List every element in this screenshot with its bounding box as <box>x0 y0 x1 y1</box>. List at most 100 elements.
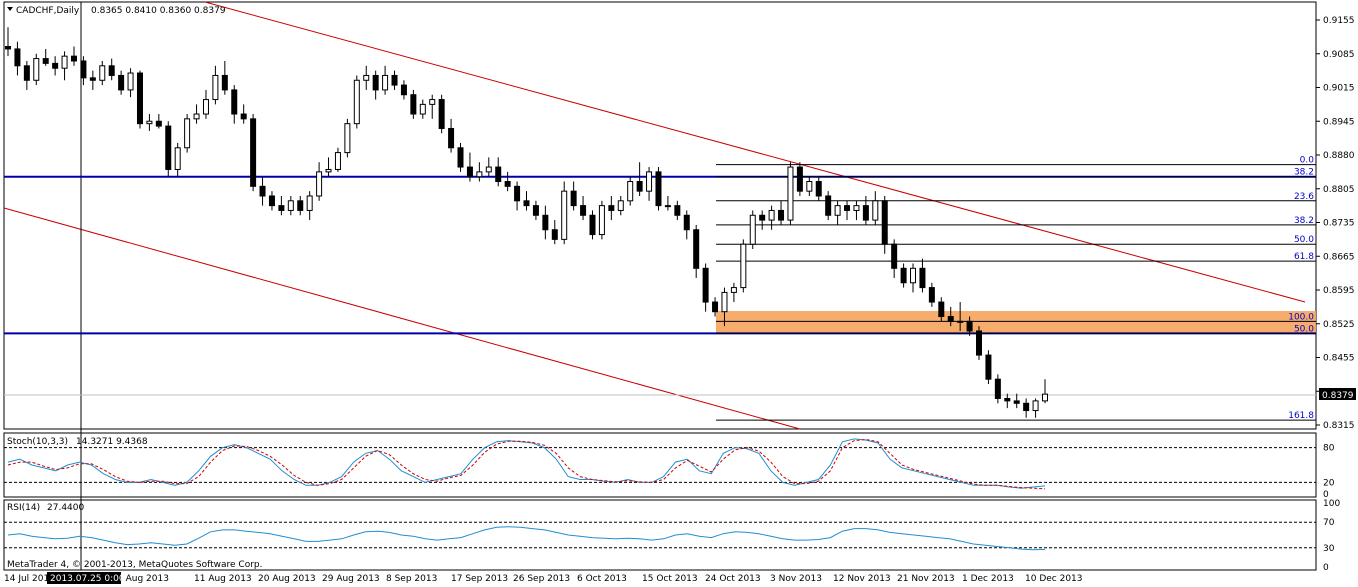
candle-body <box>881 200 888 245</box>
candle-body <box>1004 397 1011 402</box>
candle-body <box>184 118 191 149</box>
candle-body <box>787 166 794 221</box>
candle-body <box>768 209 775 221</box>
candle-body <box>1042 393 1048 402</box>
candle-body <box>730 287 737 293</box>
header-symbol: CADCHF,Daily <box>16 6 80 16</box>
candle-body <box>250 118 257 187</box>
candle-body <box>476 171 483 178</box>
candle-body <box>70 55 77 62</box>
candle-body <box>89 77 96 81</box>
candle-body <box>495 166 502 183</box>
candle-body <box>33 58 40 81</box>
candle-body <box>966 320 973 332</box>
candle-body <box>598 205 605 236</box>
candle-body <box>796 166 803 192</box>
candle-body <box>702 267 709 303</box>
candle-body <box>268 195 275 207</box>
main-panel-frame <box>3 1 1317 430</box>
candle-body <box>551 229 558 240</box>
fib-level-label: 0.0 <box>1300 156 1315 166</box>
date-tick-label: 12 Nov 2013 <box>833 574 891 584</box>
candle-body <box>957 320 964 323</box>
candle-body <box>334 152 341 170</box>
candle-body <box>693 229 700 269</box>
fib-level-label: 100.0 <box>1288 312 1314 322</box>
candle-body <box>391 74 398 86</box>
candle-body <box>23 65 30 81</box>
date-tick-label: 8 Sep 2013 <box>386 574 437 584</box>
channel-lower-line <box>3 207 801 430</box>
candle-body <box>297 200 304 211</box>
candle-body <box>259 185 266 197</box>
date-tick-label: 1 Dec 2013 <box>962 574 1014 584</box>
candle-body <box>674 205 681 216</box>
candle-body <box>316 171 323 197</box>
header-ohlc: 0.8365 0.8410 0.8360 0.8379 <box>91 6 226 16</box>
candle-body <box>108 65 115 76</box>
candle-body <box>655 171 662 207</box>
candle-body <box>928 287 935 303</box>
candle-body <box>862 205 869 221</box>
date-tick-label: 15 Oct 2013 <box>642 574 698 584</box>
price-tick-label: 0.8315 <box>1323 421 1355 431</box>
current-price-badge <box>1319 388 1356 400</box>
footer-copyright: MetaTrader 4, © 2001-2013, MetaQuotes So… <box>7 560 263 570</box>
candle-body <box>712 301 719 313</box>
indicator-tick-label: 70 <box>1323 518 1335 528</box>
supply-zone <box>716 311 1316 333</box>
date-tick-label: 26 Sep 2013 <box>513 574 570 584</box>
candle-body <box>231 89 238 115</box>
candle-body <box>80 60 87 79</box>
candle-body <box>221 74 228 91</box>
candle-body <box>759 214 766 221</box>
candle-body <box>136 72 143 125</box>
candle-body <box>400 84 407 96</box>
candle-body <box>466 166 473 178</box>
crosshair-date-label: 2013.07.25 0:00 <box>50 574 125 584</box>
candle-body <box>372 74 379 91</box>
date-tick-label: 29 Aug 2013 <box>322 574 380 584</box>
candle-body <box>325 168 332 173</box>
price-tick-label: 0.9085 <box>1323 50 1355 60</box>
candle-body <box>127 72 134 91</box>
candle-body <box>419 103 426 115</box>
stoch-title: Stoch(10,3,3) <box>7 437 68 447</box>
candle-body <box>146 120 153 125</box>
candle-body <box>844 205 851 211</box>
current-price-label: 0.8379 <box>1322 391 1354 401</box>
price-tick-label: 0.8880 <box>1323 151 1355 161</box>
price-tick-label: 0.9155 <box>1323 16 1355 26</box>
date-tick-label: 10 Dec 2013 <box>1025 574 1083 584</box>
candle-body <box>910 267 917 284</box>
candle-body <box>61 55 68 69</box>
candle-body <box>1013 400 1020 404</box>
candle-body <box>410 94 417 115</box>
candle-body <box>457 147 464 168</box>
crosshair-date-badge <box>47 572 121 584</box>
indicator-series-signal <box>7 438 1046 490</box>
date-tick-label: 21 Nov 2013 <box>897 574 955 584</box>
date-tick-label: 17 Sep 2013 <box>451 574 508 584</box>
indicator-tick-label: 30 <box>1323 544 1335 554</box>
candle-body <box>99 65 106 81</box>
fib-level-label: 23.6 <box>1294 192 1314 202</box>
candle-body <box>14 48 21 67</box>
candle-body <box>532 205 539 216</box>
candle-body <box>514 185 521 202</box>
candle-body <box>485 166 492 173</box>
price-tick-label: 0.8945 <box>1323 117 1355 127</box>
header-dropdown-icon[interactable] <box>7 7 13 11</box>
fib-level-label: 61.8 <box>1294 252 1314 262</box>
candle-body <box>806 181 813 192</box>
candle-body <box>872 200 879 221</box>
date-tick-label: 14 Jul 201 <box>4 574 49 584</box>
candle-body <box>438 99 445 129</box>
candle-body <box>608 205 615 211</box>
candle-body <box>504 181 511 187</box>
candle-body <box>5 46 11 50</box>
date-tick-label: 24 Oct 2013 <box>705 574 761 584</box>
rsi-values: 27.4400 <box>47 503 84 513</box>
candle-body <box>52 62 59 69</box>
